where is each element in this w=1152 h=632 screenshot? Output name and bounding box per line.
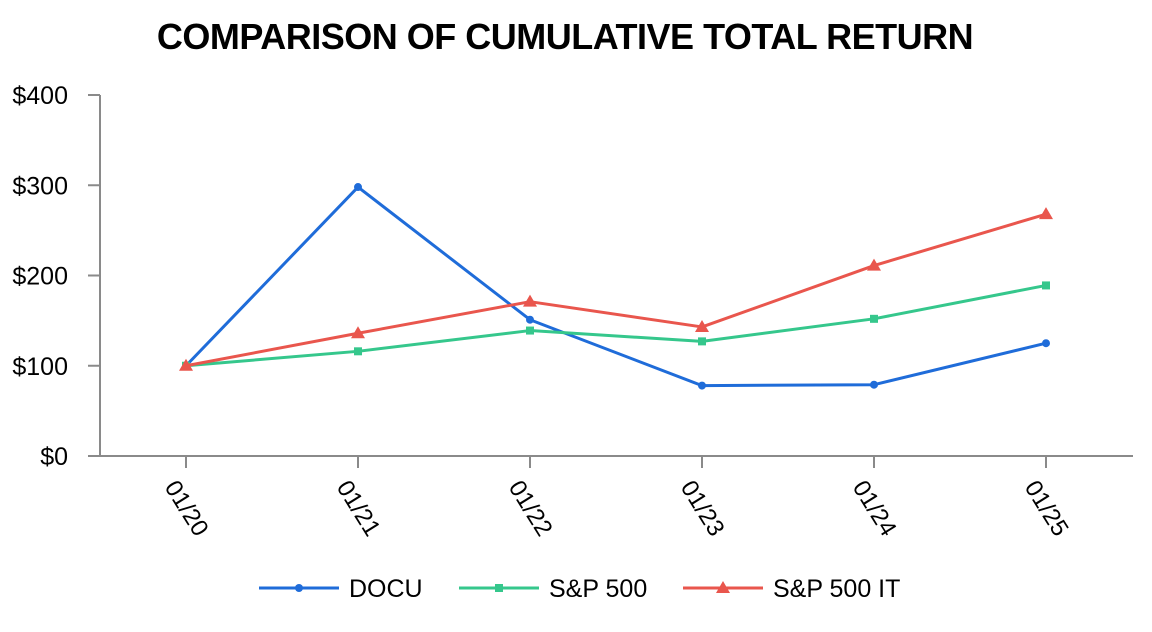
series-marker-1 xyxy=(870,314,878,323)
series-marker-2 xyxy=(523,294,537,307)
chart-title: COMPARISON OF CUMULATIVE TOTAL RETURN xyxy=(156,16,974,57)
series-marker-0 xyxy=(354,183,362,192)
series-marker-0 xyxy=(698,381,706,390)
series-marker-1 xyxy=(698,337,706,346)
series-marker-2 xyxy=(179,358,193,371)
y-tick-label: $400 xyxy=(12,82,68,110)
series-marker-1 xyxy=(354,347,362,356)
y-tick-label: $100 xyxy=(12,353,68,381)
series-line-0 xyxy=(184,185,1048,388)
series-line-1 xyxy=(184,283,1048,368)
series-marker-1 xyxy=(526,326,534,335)
x-tick-label: 01/21 xyxy=(331,476,386,541)
x-tick-label: 01/23 xyxy=(675,476,730,541)
series-marker-0 xyxy=(1042,339,1050,348)
y-tick-label: $200 xyxy=(12,263,68,291)
series-marker-0 xyxy=(526,315,534,324)
series-line-2 xyxy=(184,212,1048,368)
series-marker-2 xyxy=(351,326,365,339)
x-tick-label: 01/25 xyxy=(1019,476,1074,541)
legend-marker-0 xyxy=(295,584,303,592)
y-tick-label: $300 xyxy=(12,172,68,200)
legend-label-0: DOCU xyxy=(349,575,423,603)
legend-label-2: S&P 500 IT xyxy=(773,575,900,603)
series-marker-0 xyxy=(870,380,878,389)
series-marker-2 xyxy=(1039,207,1053,220)
x-tick-label: 01/20 xyxy=(159,476,214,541)
series-marker-2 xyxy=(867,258,881,271)
x-tick-label: 01/24 xyxy=(847,476,902,541)
legend-marker-1 xyxy=(495,584,503,592)
legend-label-1: S&P 500 xyxy=(549,575,647,603)
legend-marker-2 xyxy=(716,581,730,593)
series-marker-1 xyxy=(1042,281,1050,290)
series-marker-2 xyxy=(695,319,709,332)
x-tick-label: 01/22 xyxy=(503,476,558,541)
y-tick-label: $0 xyxy=(40,443,68,471)
